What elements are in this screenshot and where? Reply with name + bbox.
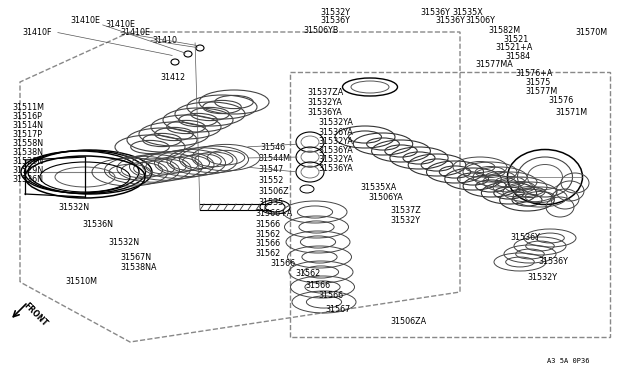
Text: 31521+A: 31521+A <box>495 42 532 51</box>
Text: 31410E: 31410E <box>105 19 135 29</box>
Text: 31532YA: 31532YA <box>307 97 342 106</box>
Text: 31535: 31535 <box>258 198 284 206</box>
Text: 31566+A: 31566+A <box>255 208 292 218</box>
Text: 31571M: 31571M <box>555 108 587 116</box>
Text: 31536N: 31536N <box>12 174 43 183</box>
Text: 31577MA: 31577MA <box>475 60 513 68</box>
Text: 31538N: 31538N <box>12 148 43 157</box>
Text: 31532N: 31532N <box>58 202 89 212</box>
Text: 31576+A: 31576+A <box>515 68 552 77</box>
Text: 31567N: 31567N <box>120 253 151 262</box>
Text: 31532Y: 31532Y <box>390 215 420 224</box>
Text: 31410E: 31410E <box>120 28 150 36</box>
Text: 31532YA: 31532YA <box>318 137 353 145</box>
Text: 31552: 31552 <box>258 176 284 185</box>
Text: 31544M: 31544M <box>258 154 290 163</box>
Text: 31516P: 31516P <box>12 112 42 121</box>
Text: 31582M: 31582M <box>488 26 520 35</box>
Text: 31536YA: 31536YA <box>318 128 353 137</box>
Text: 31538NA: 31538NA <box>120 263 157 272</box>
Text: 31558N: 31558N <box>12 138 43 148</box>
Text: 31536Y: 31536Y <box>435 16 465 25</box>
Text: 31412: 31412 <box>160 73 185 81</box>
Text: 31536YA: 31536YA <box>318 164 353 173</box>
Text: 31546: 31546 <box>260 142 285 151</box>
Text: 31577M: 31577M <box>525 87 557 96</box>
Text: 31511M: 31511M <box>12 103 44 112</box>
Text: FRONT: FRONT <box>22 301 49 328</box>
Text: 31529N: 31529N <box>12 157 44 166</box>
Text: 31566: 31566 <box>305 280 330 289</box>
Text: 31535XA: 31535XA <box>360 183 396 192</box>
Text: 31506YB: 31506YB <box>303 26 339 35</box>
Text: 31566: 31566 <box>255 240 280 248</box>
Text: 31566: 31566 <box>318 292 343 301</box>
Text: 31570M: 31570M <box>575 28 607 36</box>
Text: 31532Y: 31532Y <box>320 7 350 16</box>
Text: 31537Z: 31537Z <box>390 205 420 215</box>
Text: 31535X: 31535X <box>452 7 483 16</box>
Text: 31566: 31566 <box>270 260 295 269</box>
Text: 31536Y: 31536Y <box>538 257 568 266</box>
Text: 31567: 31567 <box>325 305 350 314</box>
Text: 31537ZA: 31537ZA <box>307 87 343 96</box>
Text: 31514N: 31514N <box>12 121 43 129</box>
Text: 31521: 31521 <box>503 35 528 44</box>
Text: 31562: 31562 <box>295 269 320 279</box>
Text: 31506ZA: 31506ZA <box>390 317 426 327</box>
Text: 31536N: 31536N <box>82 219 113 228</box>
Text: 31532YA: 31532YA <box>318 154 353 164</box>
Text: 31547: 31547 <box>258 164 284 173</box>
Text: 31510M: 31510M <box>65 278 97 286</box>
Text: 31410E: 31410E <box>70 16 100 25</box>
Text: 31506Z: 31506Z <box>258 186 289 196</box>
Text: 31517P: 31517P <box>12 129 42 138</box>
Text: 31536Y: 31536Y <box>420 7 450 16</box>
Text: 31584: 31584 <box>505 51 530 61</box>
Text: 31532YA: 31532YA <box>318 118 353 126</box>
Text: 31575: 31575 <box>525 77 550 87</box>
Text: 31529N: 31529N <box>12 166 44 174</box>
Text: 31410: 31410 <box>152 35 177 45</box>
Text: 31562: 31562 <box>255 230 280 238</box>
Text: 31532N: 31532N <box>108 237 139 247</box>
Text: 31566: 31566 <box>255 219 280 228</box>
Text: 31410F: 31410F <box>22 28 51 36</box>
Text: 31506Y: 31506Y <box>465 16 495 25</box>
Text: 31562: 31562 <box>255 250 280 259</box>
Text: 31536Y: 31536Y <box>320 16 350 25</box>
Text: 31536Y: 31536Y <box>510 232 540 241</box>
Text: A3 5A 0P36: A3 5A 0P36 <box>547 358 590 364</box>
Text: 31536YA: 31536YA <box>318 145 353 154</box>
Text: 31576: 31576 <box>548 96 573 105</box>
Text: 31506YA: 31506YA <box>368 192 403 202</box>
Text: 31536YA: 31536YA <box>307 108 342 116</box>
Text: 31532Y: 31532Y <box>527 273 557 282</box>
